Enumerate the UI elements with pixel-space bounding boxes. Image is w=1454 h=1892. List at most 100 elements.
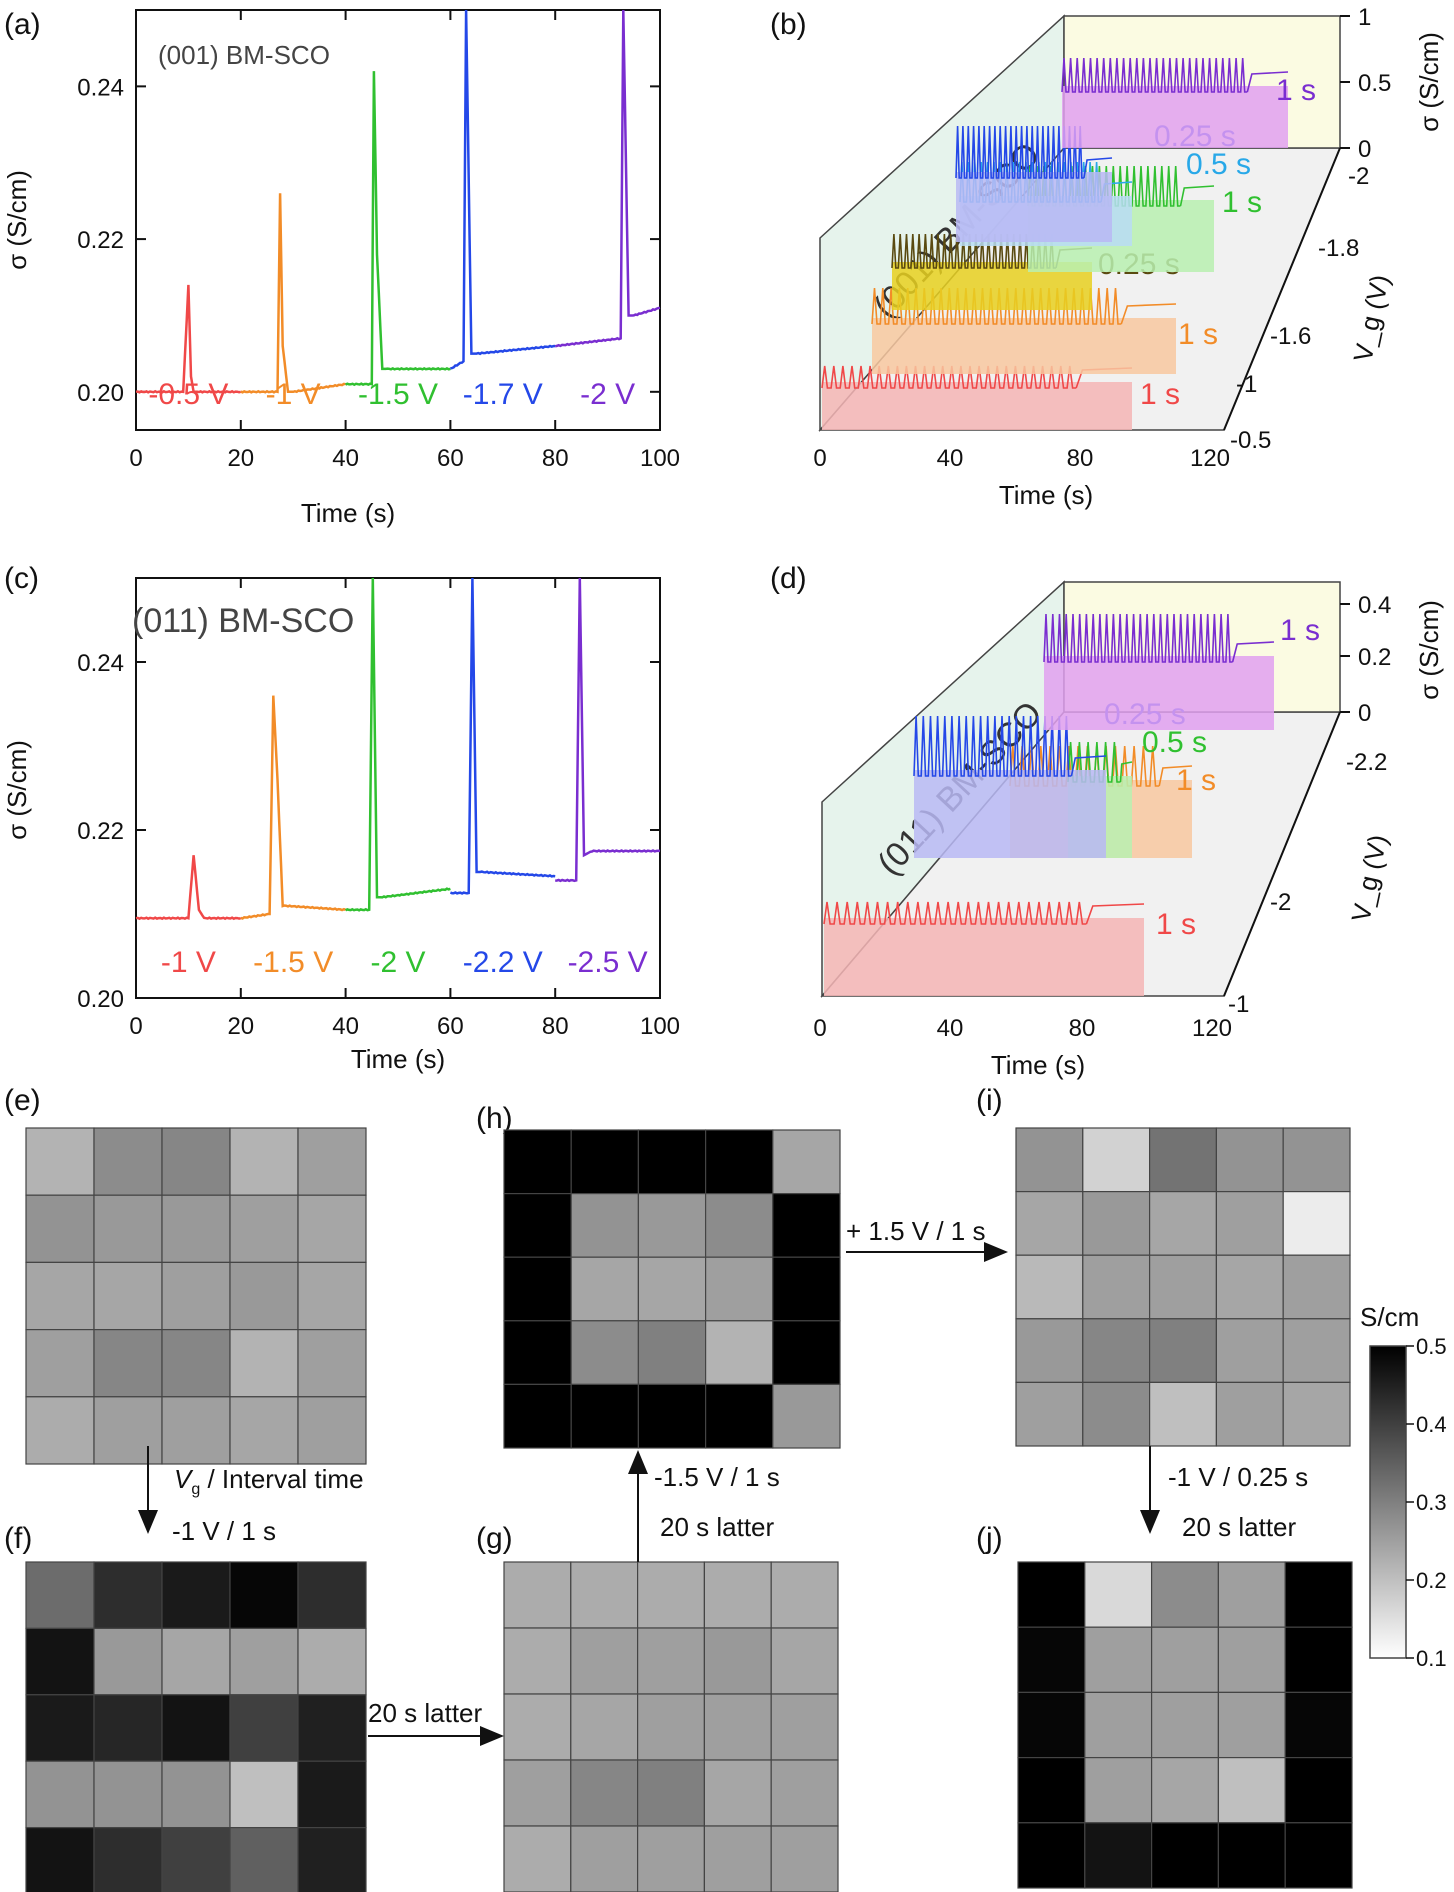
heatmap-cell [1082, 1381, 1151, 1447]
heatmap-cell [161, 1328, 231, 1398]
heatmap-cell [229, 1127, 299, 1196]
heatmap-cell [297, 1396, 367, 1465]
chart-b: (001) BM-SCO 1 s1 s0.25 s1 s0.5 s0.25 s1… [813, 4, 1444, 510]
sample-label-a: (001) BM-SCO [158, 40, 330, 70]
heatmap-cell [1017, 1561, 1086, 1628]
heatmap-cell [1017, 1691, 1086, 1759]
heatmap-cell [1148, 1381, 1217, 1447]
heatmap-cell [1017, 1626, 1086, 1693]
x-axis-label-a: Time (s) [301, 498, 395, 528]
heatmap-cell [1082, 1190, 1151, 1256]
x-tick-label: 120 [1192, 1015, 1232, 1042]
heatmap-cell [770, 1759, 839, 1827]
panel-label-j: (j) [976, 1522, 1003, 1555]
heatmap-cell [1217, 1561, 1286, 1628]
heatmap-cell [25, 1694, 95, 1762]
heatmap-cell [503, 1320, 572, 1386]
heatmap-cell [1282, 1381, 1351, 1447]
heatmap-cell [297, 1627, 367, 1696]
series-line [135, 284, 242, 394]
heatmap-cell [1015, 1254, 1084, 1320]
trace-fill [872, 318, 1176, 374]
colorbar-gradient [1369, 1345, 1407, 1659]
heatmap-cell [93, 1826, 163, 1892]
series-line [135, 855, 242, 921]
series-label: -0.5 V [148, 378, 228, 411]
x-tick-label: 40 [332, 1013, 359, 1040]
x-tick-label: 20 [227, 445, 254, 472]
heatmap-cell [570, 1320, 640, 1386]
x-tick-label: 100 [640, 445, 680, 472]
vg-tick-label: -2 [1270, 889, 1291, 916]
trace-label: 0.5 s [1186, 148, 1251, 181]
heatmap-cell [1215, 1318, 1284, 1384]
y-axis-label-d: σ (S/cm) [1414, 600, 1444, 700]
trace-fill [824, 918, 1144, 996]
heatmap-cell [1084, 1626, 1153, 1693]
x-tick-label: 60 [437, 1013, 464, 1040]
x-axis-label-b: Time (s) [999, 480, 1093, 510]
heatmap-cell [297, 1328, 367, 1398]
heatmap-cell [637, 1383, 707, 1449]
x-tick-label: 0 [129, 1013, 142, 1040]
heatmap-cell [772, 1129, 841, 1195]
heatmap-cell [1284, 1626, 1353, 1693]
heatmap-cell [770, 1627, 839, 1695]
series-line [240, 193, 346, 394]
heatmap-cell [25, 1396, 95, 1465]
series-c [135, 577, 661, 921]
panel-label-f: (f) [4, 1522, 32, 1555]
heatmap-cell [93, 1328, 163, 1398]
heatmap-cell [93, 1261, 163, 1331]
panel-label-g: (g) [476, 1522, 513, 1555]
colorbar-title: S/cm [1360, 1302, 1419, 1332]
y-axis-label-c: σ (S/cm) [2, 740, 32, 840]
chart-c: (011) BM-SCO Time (s) σ (S/cm) 0 20 40 60 80… [2, 577, 680, 1074]
heatmap-cell [1282, 1127, 1351, 1193]
heatmap-cell [1282, 1318, 1351, 1384]
heatmap-cell [25, 1261, 95, 1331]
heatmap-cell [297, 1127, 367, 1196]
heatmap-cell [772, 1320, 841, 1386]
heatmap-cell [25, 1826, 95, 1892]
series-labels-c: -1 V -1.5 V -2 V -2.2 V -2.5 V [161, 946, 648, 979]
trace-label: 0.5 s [1142, 726, 1207, 759]
heatmap-cell [1148, 1318, 1217, 1384]
heatmap-cell [1015, 1190, 1084, 1256]
trace-label: 1 s [1176, 764, 1216, 797]
heatmap-cell [636, 1759, 705, 1827]
trace-tail [1083, 157, 1113, 179]
heatmap-cell [161, 1627, 231, 1696]
heatmap-cell [772, 1192, 841, 1258]
heatmap-cell [1282, 1254, 1351, 1320]
heatmap-cell [637, 1129, 707, 1195]
heatmap-cell [229, 1194, 299, 1263]
x-tick-label: 80 [542, 445, 569, 472]
trace-tail [1246, 71, 1289, 93]
heatmap-cell [503, 1627, 572, 1695]
transition-label-h-i: + 1.5 V / 1 s [846, 1216, 985, 1246]
traces-d: 1 s1 s0.5 s0.25 s1 s0408012000.20.4-2.2-… [813, 592, 1391, 1042]
trace-label: 1 s [1140, 378, 1180, 411]
y-tick-label: 0.20 [77, 986, 124, 1013]
heatmap-cell [1284, 1691, 1353, 1759]
trace-oscillation [1043, 613, 1233, 663]
x-tick-label: 40 [937, 445, 964, 472]
heatmap-cell [637, 1256, 707, 1322]
heatmap-cell [1284, 1822, 1353, 1889]
x-axis-label-d: Time (s) [991, 1050, 1085, 1080]
series-line [240, 695, 347, 920]
transition-label-f-g: 20 s latter [368, 1698, 483, 1728]
series-label: -1.5 V [358, 378, 438, 411]
heatmap-cell [297, 1760, 367, 1829]
y-tick-label: 0.20 [77, 380, 124, 407]
series-line [450, 9, 556, 370]
heatmap-cell [229, 1261, 299, 1331]
heatmap-cell [772, 1256, 841, 1322]
heatmap-cell [772, 1383, 841, 1449]
z-axis-label-d: V_g (V) [1345, 832, 1393, 924]
panel-label-d: (d) [770, 562, 807, 595]
transition-g-h: -1.5 V / 1 s 20 s latter [628, 1450, 780, 1562]
vg-tick-label: -2 [1348, 163, 1369, 190]
heatmap-cell [703, 1759, 772, 1827]
